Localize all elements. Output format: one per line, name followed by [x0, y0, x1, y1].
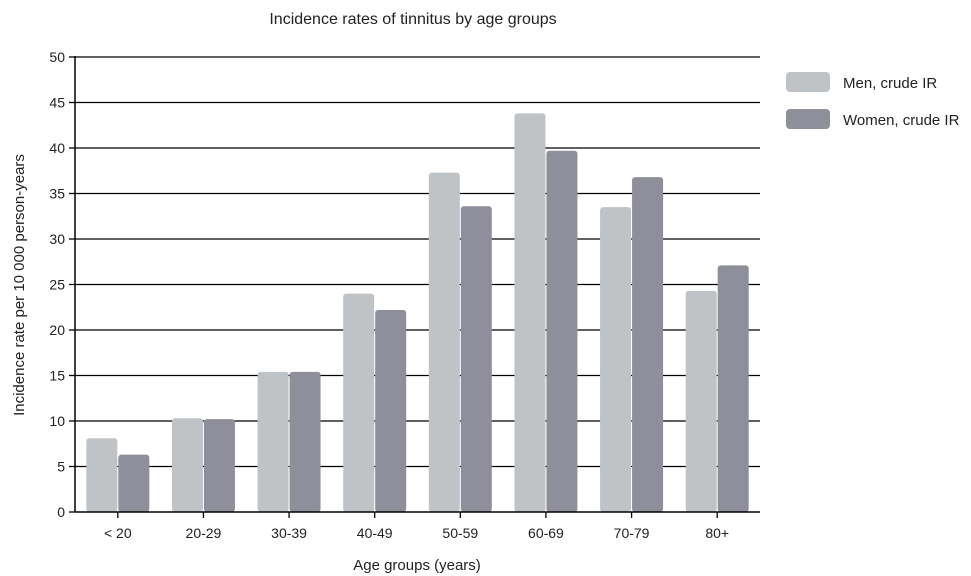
bar-women-4 — [460, 206, 492, 513]
x-tick-label: 30-39 — [271, 525, 307, 541]
x-tick-label: 40-49 — [357, 525, 393, 541]
bar-men-2 — [257, 371, 289, 512]
y-tick-label: 15 — [49, 368, 65, 384]
bar-men-5 — [514, 113, 546, 513]
x-tick-label: 20-29 — [186, 525, 222, 541]
bar-men-7 — [685, 290, 717, 512]
bar-men-6 — [600, 207, 632, 512]
bar-women-5 — [546, 150, 578, 513]
y-tick-label: 5 — [57, 459, 65, 475]
y-tick-label: 45 — [49, 95, 65, 111]
bar-men-1 — [171, 418, 203, 512]
y-axis-ticks: 0 5 10 15 20 25 30 35 40 45 50 — [49, 49, 75, 520]
y-tick-label: 10 — [49, 413, 65, 429]
bar-men-4 — [428, 172, 460, 512]
x-axis-label: Age groups (years) — [353, 557, 481, 574]
bar-women-1 — [203, 419, 235, 512]
y-tick-label: 50 — [49, 49, 65, 65]
legend-label-0: Men, crude IR — [843, 75, 937, 92]
x-tick-label: 60-69 — [528, 525, 564, 541]
x-tick-label: 80+ — [705, 525, 729, 541]
y-tick-label: 25 — [49, 277, 65, 293]
chart-title: Incidence rates of tinnitus by age group… — [269, 11, 556, 28]
y-tick-label: 40 — [49, 140, 65, 156]
bar-women-7 — [717, 265, 749, 512]
x-tick-label: < 20 — [104, 525, 132, 541]
legend: Men, crude IR Women, crude IR — [786, 72, 960, 129]
legend-label-1: Women, crude IR — [843, 112, 960, 129]
bars — [86, 113, 749, 513]
y-tick-label: 30 — [49, 231, 65, 247]
x-tick-label: 50-59 — [442, 525, 478, 541]
bar-men-3 — [343, 293, 375, 512]
legend-swatch-1 — [786, 109, 830, 129]
bar-women-0 — [118, 454, 150, 512]
legend-swatch-0 — [786, 72, 830, 92]
y-tick-label: 35 — [49, 186, 65, 202]
y-axis-label: Incidence rate per 10 000 person-years — [11, 154, 28, 416]
x-axis-ticks: < 20 20-29 30-39 40-49 50-59 60-69 70-79 80+ — [104, 512, 729, 541]
bar-men-0 — [86, 438, 118, 512]
bar-women-6 — [632, 177, 664, 512]
x-tick-label: 70-79 — [614, 525, 650, 541]
y-tick-label: 0 — [57, 504, 65, 520]
bar-women-3 — [375, 309, 407, 512]
bar-women-2 — [289, 371, 321, 512]
y-tick-label: 20 — [49, 322, 65, 338]
